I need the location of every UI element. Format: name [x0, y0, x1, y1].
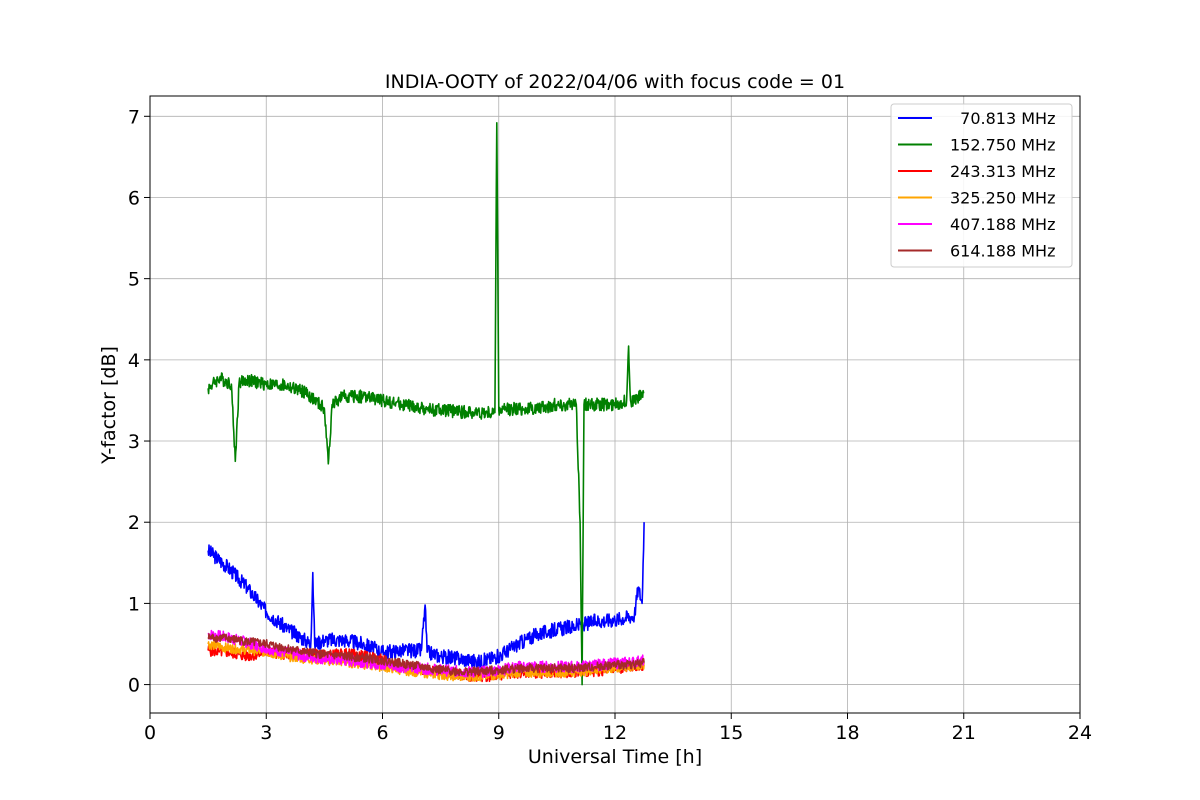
x-tick-label: 18 [835, 722, 859, 744]
x-tick-label: 24 [1068, 722, 1092, 744]
y-tick-label: 0 [128, 675, 140, 697]
chart-title: INDIA-OOTY of 2022/04/06 with focus code… [385, 71, 845, 93]
y-axis-label: Y-factor [dB] [98, 346, 120, 465]
series-line-1 [207, 122, 645, 686]
legend-label: 70.813 MHz [950, 109, 1055, 128]
y-tick-label: 2 [128, 512, 140, 534]
x-tick-label: 12 [603, 722, 627, 744]
y-axis-ticks: 0 1 2 3 4 5 6 7 [128, 106, 150, 697]
x-tick-label: 3 [260, 722, 272, 744]
legend-label: 243.313 MHz [950, 162, 1055, 181]
legend-label: 325.250 MHz [950, 189, 1055, 208]
legend-box [890, 103, 1073, 268]
x-tick-label: 9 [493, 722, 505, 744]
x-tick-label: 0 [144, 722, 156, 744]
x-tick-label: 15 [719, 722, 743, 744]
y-tick-label: 6 [128, 187, 140, 209]
series-line-0 [207, 522, 645, 670]
y-tick-label: 4 [128, 350, 140, 372]
series-line-4 [207, 629, 645, 679]
legend-label: 407.188 MHz [950, 215, 1055, 234]
series-line-5 [207, 633, 645, 677]
y-tick-label: 5 [128, 269, 140, 291]
legend-label: 152.750 MHz [950, 136, 1055, 155]
y-tick-label: 1 [128, 593, 140, 615]
y-tick-label: 7 [128, 106, 140, 128]
x-axis-ticks: 0 3 6 9 12 15 18 21 24 [144, 713, 1092, 744]
x-axis-label: Universal Time [h] [528, 746, 702, 768]
y-tick-label: 3 [128, 431, 140, 453]
legend-label: 614.188 MHz [950, 242, 1055, 261]
series-layer [207, 122, 645, 686]
x-tick-label: 21 [952, 722, 976, 744]
x-tick-label: 6 [376, 722, 388, 744]
legend: 70.813 MHz 152.750 MHz 243.313 MHz 325.250 … [890, 103, 1073, 268]
